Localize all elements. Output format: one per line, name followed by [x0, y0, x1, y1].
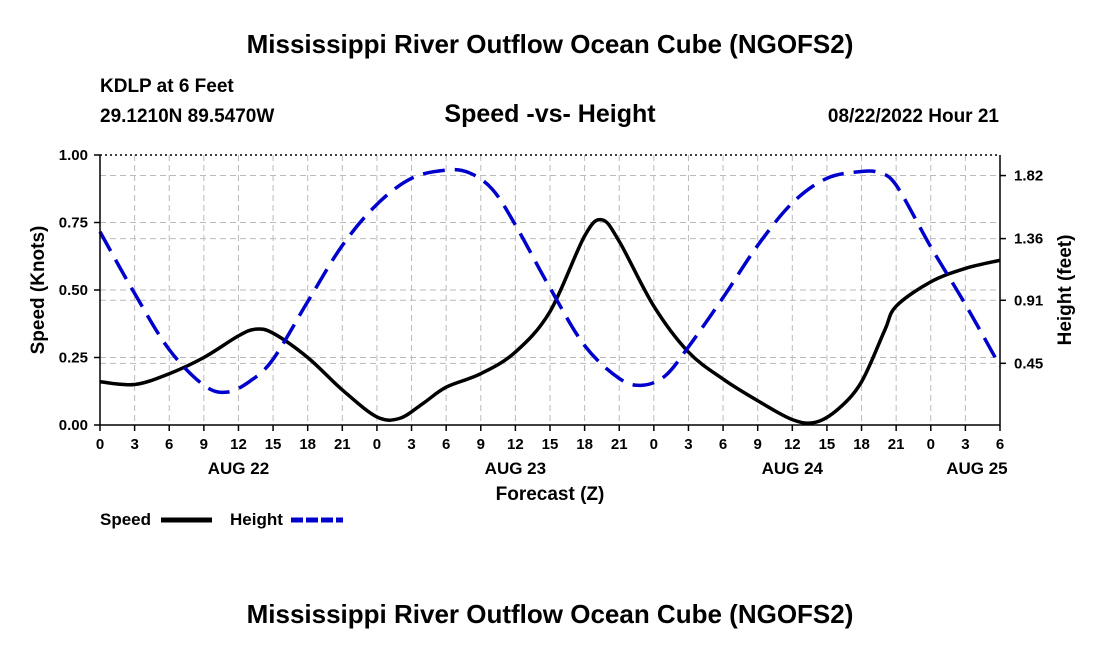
x-tick-label: 21	[334, 436, 351, 453]
x-tick-label: 6	[165, 436, 173, 453]
x-tick-label: 12	[230, 436, 247, 453]
forecast-datetime: 08/22/2022 Hour 21	[827, 106, 999, 127]
x-tick-label: 0	[927, 436, 935, 453]
x-tick-label: 21	[888, 436, 905, 453]
x-tick-label: 18	[299, 436, 316, 453]
y2-tick-label: 0.45	[1014, 355, 1043, 372]
y2-axis-label: Height (feet)	[1055, 235, 1076, 346]
speed-series-line	[99, 217, 1001, 425]
y2-tick-label: 1.82	[1014, 168, 1043, 185]
height-series-line	[98, 167, 1002, 395]
x-tick-label: 0	[373, 436, 381, 453]
day-label: AUG 22	[208, 459, 269, 478]
legend-label-height: Height	[230, 510, 283, 529]
x-tick-label: 0	[650, 436, 658, 453]
y2-tick-label: 0.91	[1014, 292, 1043, 309]
x-tick-label: 3	[407, 436, 415, 453]
x-tick-label: 9	[477, 436, 485, 453]
x-tick-label: 12	[507, 436, 524, 453]
coordinates-label: 29.1210N 89.5470W	[100, 106, 275, 127]
x-tick-label: 18	[853, 436, 870, 453]
x-tick-label: 6	[442, 436, 450, 453]
day-label: AUG 25	[946, 459, 1007, 478]
x-tick-label: 3	[130, 436, 138, 453]
x-tick-label: 6	[996, 436, 1004, 453]
station-label: KDLP at 6 Feet	[100, 76, 234, 97]
legend: Speed Height	[100, 510, 343, 529]
y-tick-label: 0.00	[59, 417, 88, 434]
y-axis-label: Speed (Knots)	[28, 226, 49, 355]
y-tick-label: 0.50	[59, 282, 88, 299]
chart-subtitle: Speed -vs- Height	[444, 100, 656, 128]
y-tick-label: 0.75	[59, 215, 88, 232]
x-axis-label: Forecast (Z)	[496, 484, 605, 505]
day-label: AUG 23	[485, 459, 546, 478]
x-tick-label: 15	[819, 436, 836, 453]
page-title: Mississippi River Outflow Ocean Cube (NG…	[246, 29, 854, 59]
x-tick-label: 0	[96, 436, 104, 453]
x-tick-label: 9	[754, 436, 762, 453]
y-tick-label: 1.00	[59, 147, 88, 164]
x-tick-label: 12	[784, 436, 801, 453]
legend-label-speed: Speed	[100, 510, 151, 529]
y2-tick-label: 1.36	[1014, 231, 1043, 248]
x-tick-label: 21	[611, 436, 628, 453]
y-tick-label: 0.25	[59, 350, 88, 367]
x-tick-label: 3	[684, 436, 692, 453]
series-layer	[98, 167, 1002, 425]
x-tick-label: 3	[961, 436, 969, 453]
x-tick-label: 15	[265, 436, 282, 453]
day-label: AUG 24	[762, 459, 824, 478]
grid	[100, 155, 1000, 425]
x-tick-label: 6	[719, 436, 727, 453]
footer-title: Mississippi River Outflow Ocean Cube (NG…	[246, 599, 854, 629]
x-tick-label: 9	[200, 436, 208, 453]
axes: 0 3 6 9 12 15 18 21 0 3 6 9 12 15 18 21 0 3 6 9 12 15 18 21 0 3 6 A…	[28, 147, 1076, 505]
x-tick-label: 18	[576, 436, 593, 453]
x-tick-label: 15	[542, 436, 559, 453]
